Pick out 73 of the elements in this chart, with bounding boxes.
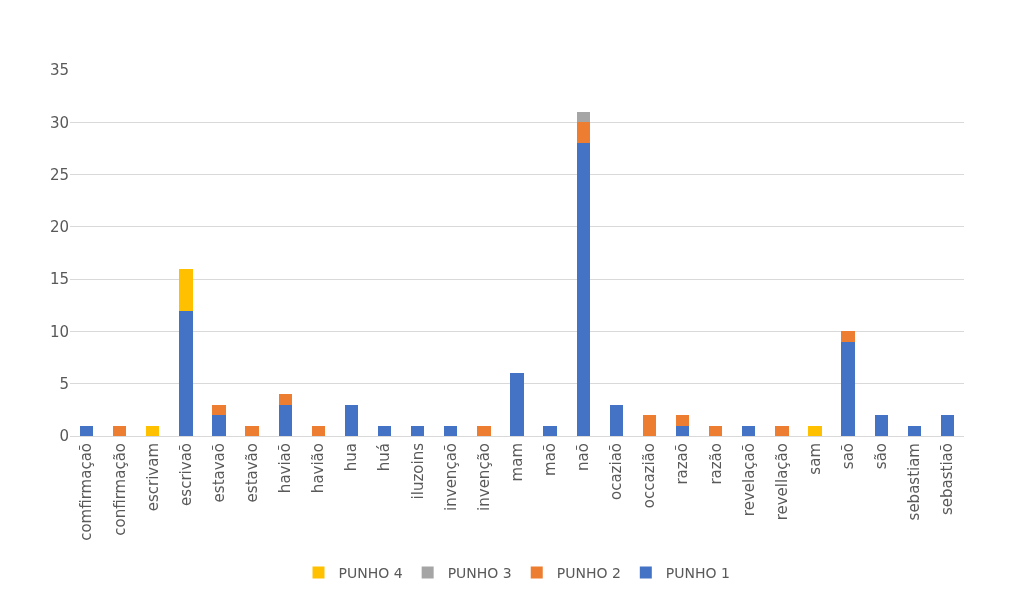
bar — [510, 373, 524, 436]
bar — [278, 404, 292, 436]
legend-label: PUNHO 3 — [447, 564, 512, 581]
bar — [79, 425, 94, 436]
x-tick-label: sebastiaõ — [938, 443, 957, 515]
bar — [841, 331, 855, 342]
legend-label: PUNHO 1 — [665, 564, 730, 581]
bar — [940, 415, 955, 436]
bar — [642, 415, 657, 436]
bar — [113, 425, 127, 436]
x-tick-label: haviaõ — [276, 443, 295, 494]
y-tick-label: 0 — [59, 427, 69, 446]
bar — [543, 425, 557, 436]
x-tick-label: escrivaõ — [176, 443, 195, 506]
y-tick-label: 25 — [49, 165, 69, 184]
bar — [907, 425, 921, 436]
bar — [444, 425, 458, 436]
x-tick-label: saõ — [838, 443, 857, 470]
x-tick-label: havião — [309, 443, 328, 494]
x-tick-label: escrivam — [143, 443, 162, 512]
x-tick-label: razaõ — [673, 443, 692, 485]
bar — [245, 425, 259, 436]
legend-label: PUNHO 2 — [556, 564, 621, 581]
x-tick-label: sam — [805, 443, 824, 475]
y-tick-label: 10 — [49, 322, 69, 341]
x-tick-label: hua — [342, 443, 361, 472]
bar — [709, 425, 723, 436]
bar — [344, 404, 359, 436]
bar — [411, 425, 425, 436]
bar — [576, 143, 590, 436]
x-tick-label: comfirmaçaõ — [77, 443, 96, 541]
x-tick-label: razão — [706, 443, 725, 485]
x-tick-label: mam — [507, 443, 526, 482]
y-tick-label: 20 — [49, 218, 69, 237]
x-tick-label: invenção — [474, 443, 493, 511]
bar — [675, 415, 690, 426]
x-tick-label: ocaziaõ — [607, 443, 626, 501]
bar — [675, 425, 690, 436]
bar — [808, 425, 822, 436]
x-tick-label: são — [872, 443, 891, 470]
x-tick-label: invençaõ — [441, 443, 460, 511]
bar — [179, 310, 193, 436]
x-tick-label: maõ — [540, 443, 559, 476]
bar — [742, 425, 756, 436]
bar — [311, 425, 325, 436]
x-tick-label: huá — [375, 443, 394, 472]
bar — [874, 415, 888, 436]
bar — [841, 341, 855, 436]
bar — [377, 425, 392, 436]
x-tick-label: revelaçaõ — [739, 443, 758, 517]
bar — [179, 268, 193, 311]
legend-label: PUNHO 4 — [338, 564, 403, 581]
y-tick-label: 35 — [49, 61, 69, 80]
x-tick-label: iluzoins — [408, 442, 427, 500]
bar — [212, 415, 226, 436]
x-tick-label: estavaõ — [209, 443, 228, 503]
bar — [278, 394, 292, 405]
x-tick-label: sebastiam — [905, 443, 924, 521]
bar — [477, 425, 491, 436]
x-tick-label: estavão — [242, 443, 261, 503]
x-tick-label: occazião — [640, 443, 659, 509]
x-tick-label: naõ — [574, 443, 593, 471]
bar — [775, 425, 789, 436]
bar — [212, 404, 226, 416]
bar — [576, 111, 590, 123]
x-tick-label: confirmação — [110, 443, 129, 536]
x-tick-label: revellação — [772, 443, 791, 521]
y-tick-label: 30 — [49, 113, 69, 132]
bar — [609, 404, 623, 436]
y-tick-label: 15 — [49, 270, 69, 289]
bar — [576, 122, 590, 144]
y-tick-label: 5 — [59, 374, 69, 393]
bar — [146, 425, 160, 436]
